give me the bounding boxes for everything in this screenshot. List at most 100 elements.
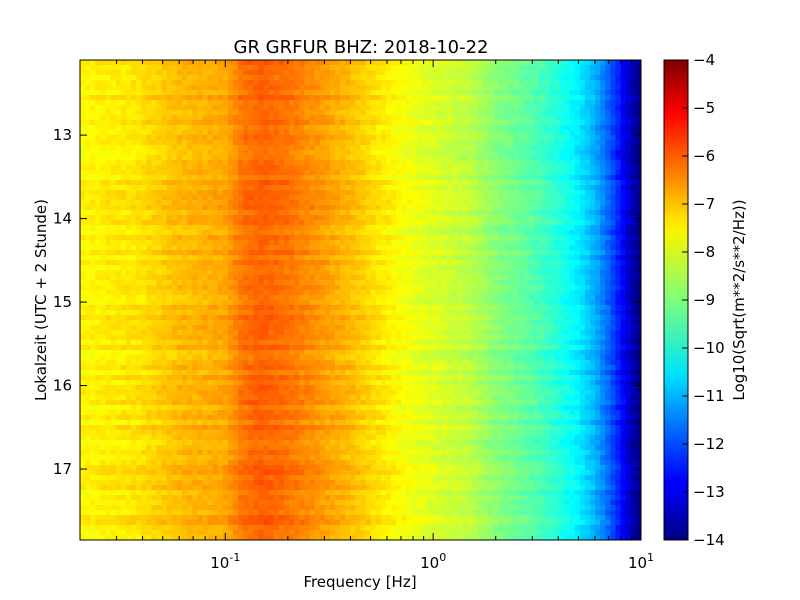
heatmap-cell [238,310,244,316]
heatmap-cell [335,450,341,456]
heatmap-cell [192,180,198,186]
heatmap-cell [243,470,249,476]
heatmap-cell [197,235,203,241]
heatmap-cell [258,335,265,341]
heatmap-cell [202,140,209,146]
heatmap-cell [217,110,224,116]
heatmap-cell [243,210,249,216]
heatmap-cell [335,400,341,406]
heatmap-cell [284,490,290,496]
heatmap-cell [95,525,101,531]
heatmap-cell [125,210,132,216]
heatmap-cell [329,445,336,451]
heatmap-cell [263,465,270,471]
heatmap-cell [314,85,321,91]
heatmap-cell [278,335,285,341]
heatmap-cell [329,395,336,401]
heatmap-cell [304,520,311,526]
heatmap-cell [304,165,311,171]
heatmap-cell [243,485,249,491]
heatmap-cell [243,320,249,326]
heatmap-cell [202,345,209,351]
heatmap-cell [335,75,341,81]
heatmap-cell [85,355,91,361]
heatmap-cell [253,215,260,221]
heatmap-cell [268,60,275,66]
heatmap-cell [207,240,214,246]
heatmap-cell [95,430,101,436]
heatmap-cell [227,120,234,126]
heatmap-cell [212,370,219,376]
heatmap-cell [299,355,305,361]
heatmap-cell [100,535,107,540]
heatmap-cell [345,70,351,76]
heatmap-cell [268,370,275,376]
heatmap-cell [227,330,234,336]
heatmap-cell [273,405,280,411]
heatmap-cell [212,135,219,141]
heatmap-cell [125,230,132,236]
heatmap-cell [90,505,96,511]
heatmap-cell [182,160,188,166]
heatmap-cell [105,520,112,526]
heatmap-cell [151,60,158,66]
heatmap-cell [324,60,331,66]
heatmap-cell [156,345,163,351]
heatmap-cell [182,350,188,356]
heatmap-cell [202,490,209,496]
heatmap-cell [176,485,183,491]
heatmap-cell [278,345,285,351]
heatmap-cell [182,170,188,176]
heatmap-cell [120,210,127,216]
heatmap-cell [166,465,173,471]
heatmap-cell [146,390,152,396]
heatmap-cell [90,75,96,81]
heatmap-cell [329,505,336,511]
heatmap-cell [329,100,336,106]
heatmap-cell [125,450,132,456]
heatmap-cell [156,180,163,186]
heatmap-cell [136,390,142,396]
heatmap-cell [273,300,280,306]
heatmap-cell [233,385,239,391]
heatmap-cell [161,505,168,511]
heatmap-cell [207,405,214,411]
heatmap-cell [299,130,305,136]
heatmap-cell [227,505,234,511]
heatmap-cell [304,480,311,486]
heatmap-cell [217,295,224,301]
heatmap-cell [207,255,214,261]
heatmap-cell [248,180,254,186]
heatmap-cell [110,195,117,201]
heatmap-cell [227,190,234,196]
heatmap-cell [95,270,101,276]
heatmap-cell [263,510,270,516]
heatmap-cell [136,95,142,101]
heatmap-cell [217,380,224,386]
heatmap-cell [80,120,86,126]
heatmap-cell [131,455,137,461]
heatmap-cell [161,130,168,136]
heatmap-cell [278,375,285,381]
heatmap-cell [284,190,290,196]
heatmap-cell [176,180,183,186]
heatmap-cell [141,410,147,416]
heatmap-cell [335,175,341,181]
heatmap-cell [268,250,275,256]
heatmap-cell [273,470,280,476]
heatmap-cell [90,360,96,366]
heatmap-cell [248,435,254,441]
heatmap-cell [125,135,132,141]
heatmap-cell [85,535,91,540]
heatmap-cell [202,500,209,506]
heatmap-cell [217,510,224,516]
heatmap-cell [131,290,137,296]
heatmap-cell [329,225,336,231]
heatmap-cell [222,205,229,211]
heatmap-cell [258,365,265,371]
heatmap-cell [314,250,321,256]
heatmap-cell [202,480,209,486]
heatmap-cell [182,230,188,236]
heatmap-cell [120,510,127,516]
heatmap-cell [115,230,122,236]
